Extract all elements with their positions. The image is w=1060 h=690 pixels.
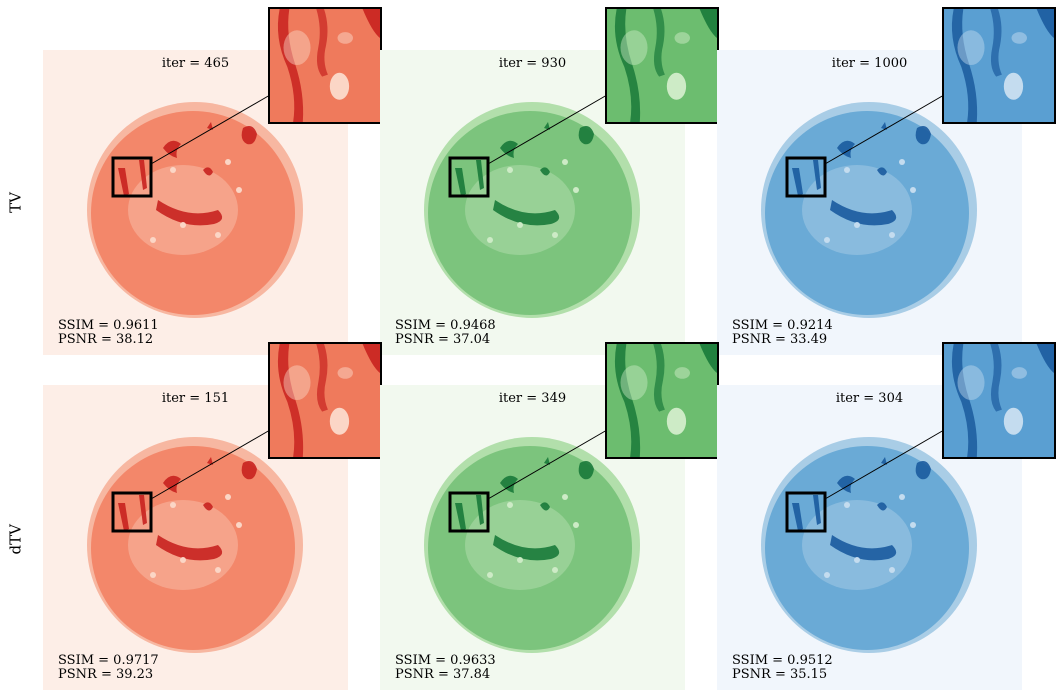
zoom-inset-image xyxy=(607,9,717,122)
zoom-inset-image xyxy=(607,344,717,457)
reconstruction-panel: iter = 930 SSIM = 0.9468 PSNR = 37.04 xyxy=(380,50,685,355)
metrics-block: SSIM = 0.9468 PSNR = 37.04 xyxy=(395,319,496,347)
reconstruction-image xyxy=(380,385,685,690)
zoom-inset xyxy=(942,7,1056,124)
iteration-label: iter = 930 xyxy=(498,56,567,71)
reconstruction-image xyxy=(380,50,685,355)
ssim-value: SSIM = 0.9468 xyxy=(395,318,496,333)
psnr-value: PSNR = 37.04 xyxy=(395,332,491,347)
psnr-value: PSNR = 35.15 xyxy=(732,667,828,682)
psnr-value: PSNR = 38.12 xyxy=(58,332,154,347)
iteration-label: iter = 151 xyxy=(161,391,230,406)
row-label-tv: TV xyxy=(6,192,25,213)
metrics-block: SSIM = 0.9717 PSNR = 39.23 xyxy=(58,654,159,682)
zoom-inset-image xyxy=(944,344,1054,457)
zoom-inset xyxy=(605,342,719,459)
zoom-inset-image xyxy=(270,344,380,457)
metrics-block: SSIM = 0.9611 PSNR = 38.12 xyxy=(58,319,159,347)
zoom-inset xyxy=(268,7,382,124)
ssim-value: SSIM = 0.9717 xyxy=(58,653,159,668)
reconstruction-panel: iter = 349 SSIM = 0.9633 PSNR = 37.84 xyxy=(380,385,685,690)
metrics-block: SSIM = 0.9512 PSNR = 35.15 xyxy=(732,654,833,682)
ssim-value: SSIM = 0.9214 xyxy=(732,318,833,333)
zoom-inset xyxy=(605,7,719,124)
zoom-inset xyxy=(942,342,1056,459)
metrics-block: SSIM = 0.9214 PSNR = 33.49 xyxy=(732,319,833,347)
iteration-label: iter = 465 xyxy=(161,56,230,71)
iteration-label: iter = 1000 xyxy=(831,56,908,71)
iteration-label: iter = 304 xyxy=(835,391,904,406)
zoom-inset-image xyxy=(270,9,380,122)
zoom-inset xyxy=(268,342,382,459)
metrics-block: SSIM = 0.9633 PSNR = 37.84 xyxy=(395,654,496,682)
psnr-value: PSNR = 39.23 xyxy=(58,667,154,682)
ssim-value: SSIM = 0.9633 xyxy=(395,653,496,668)
iteration-label: iter = 349 xyxy=(498,391,567,406)
zoom-inset-image xyxy=(944,9,1054,122)
ssim-value: SSIM = 0.9512 xyxy=(732,653,833,668)
psnr-value: PSNR = 37.84 xyxy=(395,667,491,682)
row-label-dtv: dTV xyxy=(6,524,25,555)
ssim-value: SSIM = 0.9611 xyxy=(58,318,159,333)
psnr-value: PSNR = 33.49 xyxy=(732,332,828,347)
